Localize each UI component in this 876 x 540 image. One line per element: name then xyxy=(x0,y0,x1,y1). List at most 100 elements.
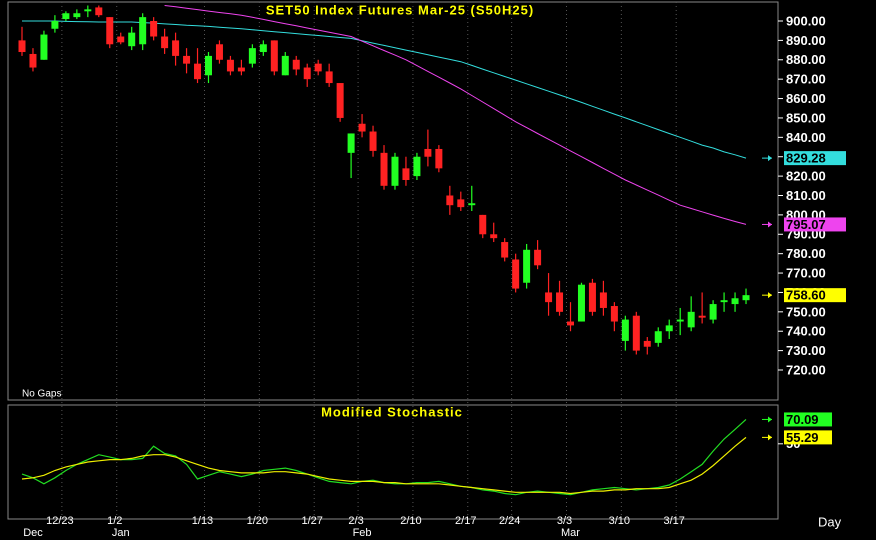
candle-body xyxy=(117,36,125,43)
y-tick-label: 720.00 xyxy=(786,362,826,377)
candle-body xyxy=(62,13,70,20)
candle-body xyxy=(40,34,48,60)
candle-body xyxy=(336,83,344,118)
candle-body xyxy=(51,21,59,29)
y-tick-label: 810.00 xyxy=(786,188,826,203)
candle-body xyxy=(599,292,607,308)
chart-title: SET50 Index Futures Mar-25 (S50H25) xyxy=(266,2,534,17)
candle-body xyxy=(139,17,147,45)
candle-body xyxy=(204,55,212,76)
x-tick-label: 1/20 xyxy=(247,515,268,527)
candle-body xyxy=(259,44,267,53)
last-value-box xyxy=(784,430,832,445)
x-tick-label: 1/2 xyxy=(107,515,122,527)
candle-body xyxy=(709,304,717,320)
indicator-title: Modified Stochastic xyxy=(321,404,463,419)
stochastic-panel xyxy=(7,404,779,520)
candle-body xyxy=(621,319,629,341)
x-tick-label: 2/24 xyxy=(499,515,520,527)
candle-body xyxy=(577,284,585,322)
y-tick-label: 850.00 xyxy=(786,110,826,125)
candle-body xyxy=(523,249,531,283)
month-label: Dec xyxy=(23,527,43,539)
candle-body xyxy=(665,325,673,332)
candle-body xyxy=(237,67,245,72)
candle-body xyxy=(369,131,377,151)
candle-body xyxy=(314,63,322,72)
month-label: Mar xyxy=(561,527,580,539)
candle-body xyxy=(215,44,223,60)
candle-body xyxy=(556,292,564,312)
stochastic-line xyxy=(21,436,747,495)
candle-body xyxy=(18,40,26,53)
y-tick-label: 840.00 xyxy=(786,130,826,145)
candle-body xyxy=(588,282,596,312)
label-arrow-head xyxy=(768,434,772,441)
candle-body xyxy=(457,199,465,208)
candle-body xyxy=(545,292,553,303)
candle-body xyxy=(150,21,158,37)
last-value-label: 795.07 xyxy=(786,217,826,232)
candle-body xyxy=(303,67,311,80)
x-tick-label: 2/17 xyxy=(455,515,476,527)
candle-body xyxy=(501,242,509,258)
last-value-box xyxy=(784,412,832,427)
last-value-label: 70.09 xyxy=(786,412,819,427)
y-tick-label: 880.00 xyxy=(786,52,826,67)
candle-body xyxy=(402,168,410,180)
candle-body xyxy=(106,17,114,45)
label-arrow-head xyxy=(768,292,772,299)
last-value-box xyxy=(784,217,846,232)
candle-body xyxy=(95,7,103,16)
candle-body xyxy=(468,203,476,206)
candle-body xyxy=(194,63,202,80)
candle-body xyxy=(720,300,728,303)
y-tick-label: 780.00 xyxy=(786,246,826,261)
candle-body xyxy=(29,53,37,68)
candle-body xyxy=(446,195,454,206)
x-tick-label: 12/23 xyxy=(46,515,74,527)
candle-body xyxy=(325,71,333,84)
candle-body xyxy=(248,48,256,64)
candle-body xyxy=(226,59,234,72)
candle-body xyxy=(698,315,706,318)
gaps-note: No Gaps xyxy=(22,389,61,400)
y-tick-label: 900.00 xyxy=(786,13,826,28)
y-tick-label: 860.00 xyxy=(786,91,826,106)
candle-body xyxy=(292,59,300,70)
y-tick-label: 750.00 xyxy=(786,304,826,319)
last-value-label: 829.28 xyxy=(786,151,826,166)
x-tick-label: 2/3 xyxy=(348,515,363,527)
x-tick-label: 1/27 xyxy=(301,515,322,527)
candle-body xyxy=(424,148,432,157)
candle-body xyxy=(391,156,399,186)
candle-body xyxy=(610,306,618,322)
candle-body xyxy=(183,55,191,64)
candle-body xyxy=(654,331,662,343)
candle-body xyxy=(73,13,81,18)
last-value-label: 55.29 xyxy=(786,430,819,445)
x-tick-label: 3/17 xyxy=(663,515,684,527)
candle-body xyxy=(567,321,574,326)
candle-body xyxy=(479,214,487,235)
candle-body xyxy=(512,259,520,289)
candle-body xyxy=(490,234,498,239)
candle-body xyxy=(534,249,542,266)
last-value-box xyxy=(784,288,846,303)
label-arrow-head xyxy=(768,221,772,228)
label-arrow-head xyxy=(768,155,772,162)
y-tick-label: 740.00 xyxy=(786,324,826,339)
month-label: Jan xyxy=(112,527,130,539)
label-arrow-head xyxy=(768,416,772,423)
last-value-label: 758.60 xyxy=(786,288,826,303)
candle-body xyxy=(128,32,136,47)
candle-body xyxy=(413,156,421,177)
price-panel xyxy=(7,1,779,401)
last-value-box xyxy=(784,151,846,166)
x-unit: Day xyxy=(818,514,842,529)
candle-body xyxy=(676,319,684,322)
x-tick-label: 2/10 xyxy=(400,515,421,527)
candle-body xyxy=(270,40,278,72)
candle-body xyxy=(161,36,169,49)
